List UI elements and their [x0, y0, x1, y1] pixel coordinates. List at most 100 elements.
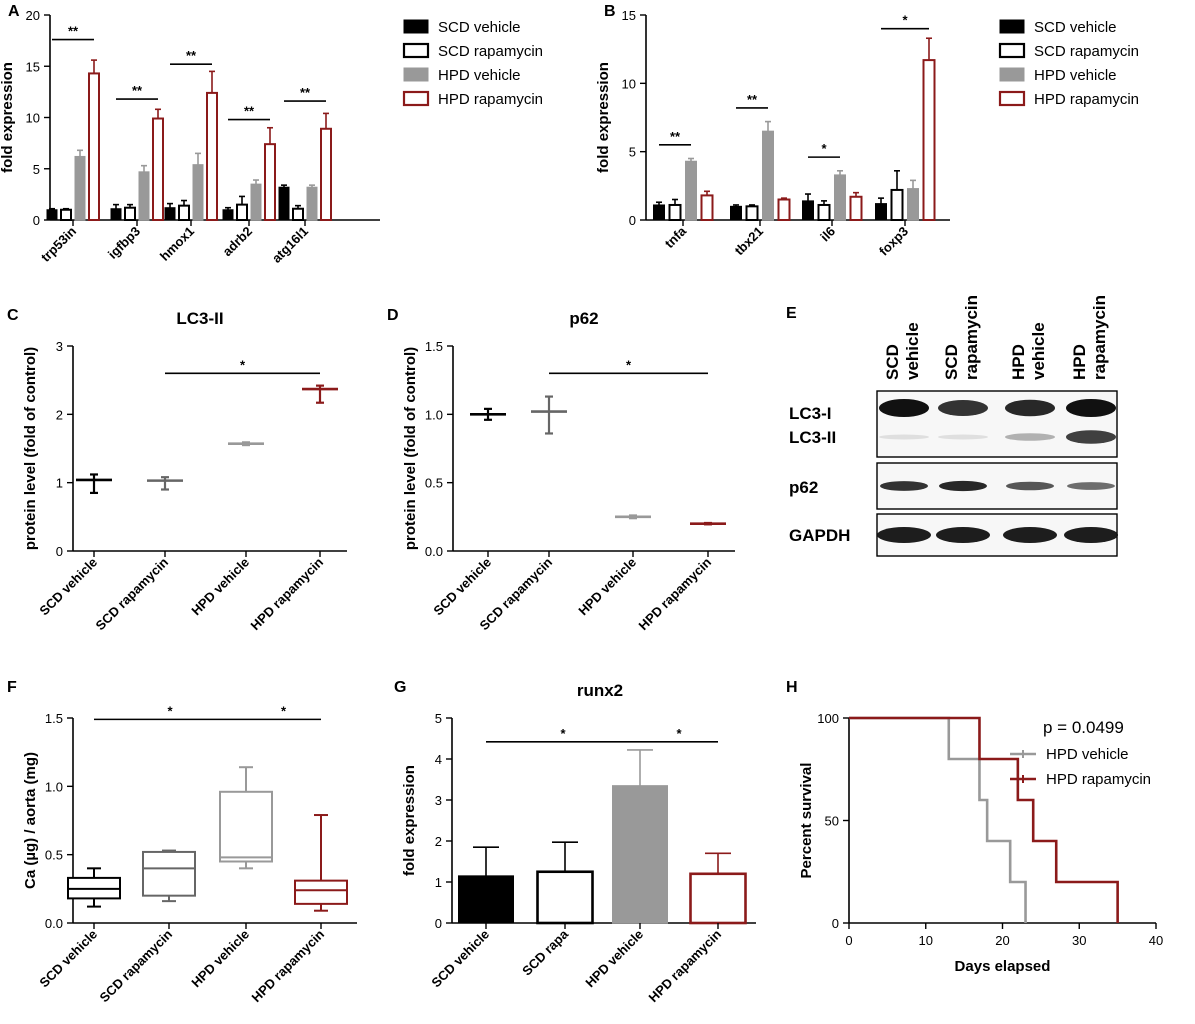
lane-label: vehicle: [1029, 322, 1048, 380]
x-tick-label: 0: [845, 933, 852, 948]
lane-label: rapamycin: [1090, 295, 1109, 380]
legend-label: HPD rapamycin: [438, 91, 543, 108]
y-tick-label: 0: [629, 213, 636, 228]
bar: [907, 188, 919, 221]
bar: [152, 117, 164, 221]
y-axis-label: protein level (fold of control): [22, 347, 39, 550]
bar: [458, 875, 514, 924]
bar: [206, 91, 218, 221]
bar: [834, 174, 846, 221]
panel-a: 0 5 10 15 20 fold expression A ** ** ** ** ** trp53i…: [0, 3, 543, 266]
y-axis-label: fold expression: [401, 765, 418, 876]
y-tick-label: 10: [26, 111, 40, 126]
y-tick-label: 0: [435, 916, 442, 931]
bar: [88, 72, 100, 221]
category-label: HPD vehicle: [188, 927, 252, 991]
significance-label: *: [902, 13, 908, 28]
category-label: HPD rapamycin: [248, 554, 327, 633]
legend-label: HPD vehicle: [1034, 67, 1117, 84]
significance-label: **: [132, 83, 143, 98]
lane-label: HPD: [1070, 344, 1089, 380]
bar: [250, 183, 262, 221]
y-tick-label: 1: [56, 476, 63, 491]
y-tick-label: 10: [622, 76, 636, 91]
panel-label: F: [7, 679, 17, 696]
bar: [222, 209, 234, 221]
y-tick-label: 0: [56, 544, 63, 559]
legend-swatch: [403, 19, 429, 34]
bar: [890, 188, 904, 221]
category-label: tnfa: [662, 223, 690, 251]
y-tick-label: 15: [26, 59, 40, 74]
x-tick-label: 20: [995, 933, 1009, 948]
y-tick-label: 3: [56, 339, 63, 354]
bar: [278, 186, 290, 221]
category-label: SCD rapamycin: [97, 926, 176, 1005]
bar: [668, 203, 682, 221]
bar: [802, 200, 814, 221]
y-tick-label: 0: [33, 213, 40, 228]
panel-label: E: [786, 305, 797, 322]
category-label: HPD vehicle: [582, 927, 646, 991]
y-tick-label: 50: [825, 814, 839, 829]
blot-row-label: p62: [789, 478, 818, 497]
bar: [178, 204, 190, 221]
bar: [292, 207, 304, 222]
significance-label: *: [821, 141, 827, 156]
significance-label: *: [240, 357, 246, 372]
category-label: SCD rapamycin: [93, 554, 172, 633]
y-tick-label: 1: [435, 875, 442, 890]
lane-label: rapamycin: [962, 295, 981, 380]
p-value-annotation: p = 0.0499: [1043, 718, 1124, 737]
bar: [700, 194, 714, 221]
significance-label: **: [300, 85, 311, 100]
panel-label: G: [394, 679, 406, 696]
category-label: SCD vehicle: [428, 927, 492, 991]
survival-curve: [849, 716, 1027, 923]
bar: [138, 171, 150, 221]
bar: [762, 130, 774, 221]
bar: [689, 872, 747, 925]
legend-label: HPD vehicle: [1046, 746, 1129, 763]
y-axis-label: protein level (fold of control): [402, 347, 419, 550]
chart-title: runx2: [577, 681, 623, 700]
bar: [875, 203, 887, 221]
significance-label: **: [747, 92, 758, 107]
legend-swatch: [403, 67, 429, 82]
chart-title: LC3-II: [176, 309, 223, 328]
bar: [110, 208, 122, 221]
blot-row-label: LC3-II: [789, 428, 836, 447]
bar: [730, 205, 742, 221]
y-tick-label: 15: [622, 8, 636, 23]
bar: [536, 870, 594, 925]
lane-label: vehicle: [903, 322, 922, 380]
band-lc3-i: [1066, 399, 1116, 417]
panel-label: A: [8, 3, 20, 20]
category-label: foxp3: [876, 224, 911, 259]
category-label: trp53in: [38, 223, 79, 264]
y-tick-label: 20: [26, 8, 40, 23]
category-label: HPD vehicle: [575, 555, 639, 619]
x-tick-label: 40: [1149, 933, 1163, 948]
band-p62: [939, 480, 987, 492]
legend-swatch: [998, 42, 1026, 59]
category-label: adrb2: [219, 224, 255, 260]
box: [142, 850, 196, 897]
y-tick-label: 0: [832, 916, 839, 931]
category-label: HPD rapamycin: [646, 926, 725, 1005]
bar: [74, 155, 86, 221]
y-axis-label: Percent survival: [798, 763, 815, 879]
x-axis-label: Days elapsed: [955, 958, 1051, 975]
survival-curve: [849, 716, 1119, 923]
band-lc3-i: [1005, 399, 1055, 417]
bar: [164, 207, 176, 221]
category-label: SCD vehicle: [36, 555, 100, 619]
category-label: igfbp3: [105, 224, 143, 262]
bar: [922, 59, 936, 221]
legend-label: SCD vehicle: [1034, 19, 1117, 36]
band-gapdh: [936, 527, 990, 543]
bar: [849, 195, 863, 221]
y-tick-label: 2: [56, 407, 63, 422]
